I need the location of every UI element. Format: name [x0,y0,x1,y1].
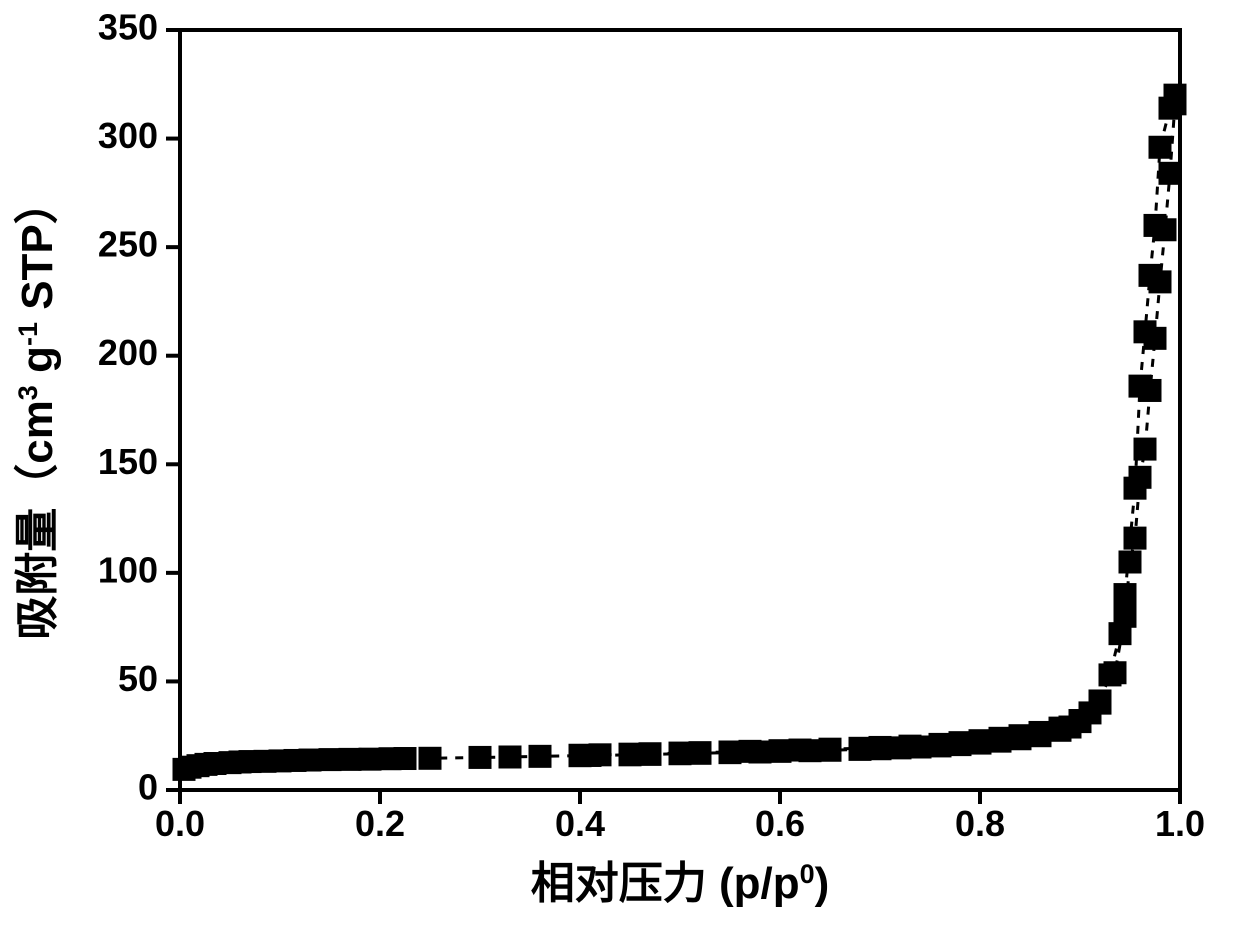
y-tick-label: 300 [98,115,158,156]
data-marker [1069,710,1091,732]
data-marker [689,742,711,764]
data-marker [339,748,361,770]
x-tick-label: 0.2 [355,803,405,844]
data-marker [394,748,416,770]
data-marker [1114,584,1136,606]
chart-root: 0.0 0.2 0.4 0.6 0.8 1.0 0 50 100 150 200 250 300 350 相… [0,0,1240,938]
data-marker [929,733,951,755]
data-marker [769,740,791,762]
data-marker [949,732,971,754]
data-marker [669,742,691,764]
data-marker [469,746,491,768]
data-marker [419,747,441,769]
data-marker [299,749,321,771]
data-marker [899,735,921,757]
data-marker [869,736,891,758]
y-tick-label: 100 [98,549,158,590]
data-marker [1029,721,1051,743]
data-marker [719,741,741,763]
data-marker [1149,271,1171,293]
x-tick-label: 0.8 [955,803,1005,844]
data-marker [1129,466,1151,488]
data-marker [619,743,641,765]
data-marker [569,744,591,766]
chart-background [0,0,1240,938]
data-marker [1164,93,1186,115]
x-axis-title: 相对压力 (p/p0) [531,859,830,908]
data-marker [529,745,551,767]
x-tick-label: 0.4 [555,803,605,844]
data-marker [849,737,871,759]
data-marker [989,727,1011,749]
y-tick-label: 50 [118,658,158,699]
y-tick-label: 0 [138,767,158,808]
data-marker [1119,551,1141,573]
data-marker [789,739,811,761]
data-marker [1049,717,1071,739]
data-marker [639,743,661,765]
data-marker [359,748,381,770]
y-axis-title: 吸附量（cm3 g-1 STP） [13,180,62,640]
data-marker [819,738,841,760]
data-marker [969,730,991,752]
data-marker [1089,692,1111,714]
y-tick-label: 250 [98,224,158,265]
data-marker [1124,527,1146,549]
data-marker [1159,162,1181,184]
data-marker [1144,327,1166,349]
x-tick-label: 1.0 [1155,803,1205,844]
x-tick-label: 0.0 [155,803,205,844]
data-marker [1009,725,1031,747]
y-tick-label: 150 [98,441,158,482]
data-marker [1139,379,1161,401]
data-marker [1149,136,1171,158]
data-marker [739,740,761,762]
data-marker [1134,438,1156,460]
data-marker [1104,662,1126,684]
data-marker [499,746,521,768]
x-tick-label: 0.6 [755,803,805,844]
data-marker [1154,219,1176,241]
data-marker [589,744,611,766]
isotherm-chart: 0.0 0.2 0.4 0.6 0.8 1.0 0 50 100 150 200 250 300 350 相… [0,0,1240,938]
data-marker [1114,605,1136,627]
y-tick-label: 350 [98,7,158,48]
data-marker [319,749,341,771]
y-tick-label: 200 [98,332,158,373]
